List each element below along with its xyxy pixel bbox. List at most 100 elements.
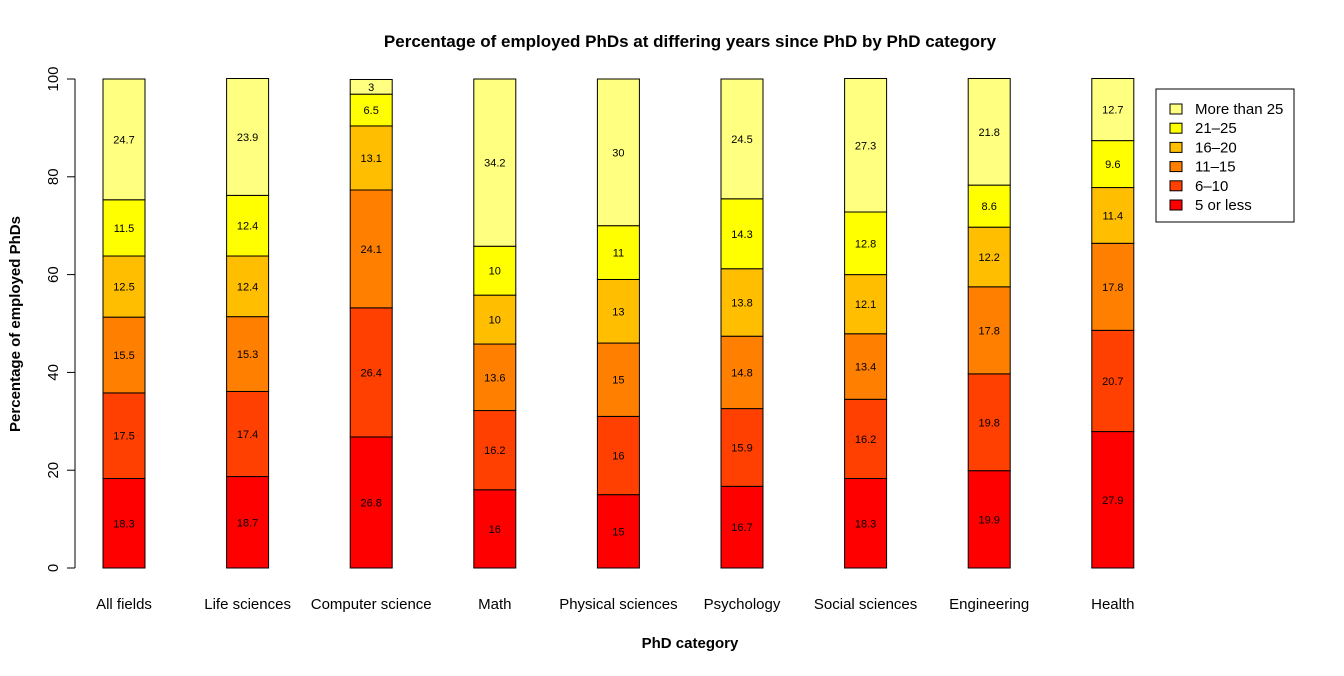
bar-segment bbox=[1091, 78, 1135, 142]
data-label: 16.2 bbox=[484, 445, 505, 457]
bar-segment bbox=[1091, 329, 1135, 433]
bar-segment bbox=[844, 478, 888, 569]
x-tick-label: All fields bbox=[96, 596, 152, 613]
data-label: 12.7 bbox=[1102, 105, 1123, 117]
bar-segment bbox=[844, 211, 888, 276]
bar-segment bbox=[596, 342, 640, 417]
bar-segment bbox=[596, 78, 640, 227]
bar-segment bbox=[226, 255, 270, 318]
bar-segment bbox=[226, 390, 270, 478]
data-label: 20.7 bbox=[1102, 376, 1123, 388]
bar-segment bbox=[349, 78, 393, 95]
data-label: 3 bbox=[368, 82, 374, 94]
bar-segment bbox=[1091, 242, 1135, 331]
legend-swatch bbox=[1169, 141, 1183, 153]
x-tick-label: Life sciences bbox=[204, 596, 291, 613]
x-tick-label: Math bbox=[478, 596, 511, 613]
data-label: 10 bbox=[489, 315, 501, 327]
data-label: 17.8 bbox=[978, 325, 999, 337]
legend-swatch bbox=[1169, 180, 1183, 192]
data-label: 17.4 bbox=[237, 429, 258, 441]
legend-label: 6–10 bbox=[1195, 178, 1228, 195]
data-label: 15 bbox=[612, 375, 624, 387]
bar-segment bbox=[102, 316, 146, 394]
data-label: 13.4 bbox=[855, 362, 876, 374]
x-tick-label: Social sciences bbox=[814, 596, 917, 613]
bar-segment bbox=[844, 274, 888, 335]
data-label: 18.3 bbox=[855, 518, 876, 530]
data-label: 18.3 bbox=[113, 518, 134, 530]
bar-segment bbox=[1091, 140, 1135, 189]
data-label: 13.1 bbox=[360, 153, 381, 165]
data-label: 10 bbox=[489, 266, 501, 278]
bar-segment bbox=[720, 198, 764, 270]
data-label: 15.3 bbox=[237, 349, 258, 361]
data-label: 13.8 bbox=[731, 297, 752, 309]
data-label: 18.7 bbox=[237, 517, 258, 529]
x-tick-labels: All fields Life sciences Computer science M… bbox=[96, 596, 1134, 613]
y-tick-label: 80 bbox=[45, 168, 62, 185]
x-tick-label: Physical sciences bbox=[559, 596, 677, 613]
data-label: 26.8 bbox=[360, 497, 381, 509]
data-label: 14.8 bbox=[731, 367, 752, 379]
bar-segment bbox=[226, 78, 270, 196]
data-label: 24.7 bbox=[113, 134, 134, 146]
bar-segment bbox=[967, 78, 1011, 186]
bar-segment bbox=[349, 307, 393, 438]
bar-segment bbox=[720, 335, 764, 410]
bar-segment bbox=[596, 278, 640, 344]
data-label: 12.4 bbox=[237, 221, 258, 233]
data-label: 23.9 bbox=[237, 132, 258, 144]
data-label: 12.4 bbox=[237, 281, 258, 293]
y-tick-label: 20 bbox=[45, 462, 62, 479]
data-label: 16 bbox=[612, 451, 624, 463]
data-label: 11.5 bbox=[114, 223, 135, 235]
y-tick-label: 40 bbox=[45, 364, 62, 381]
data-label: 13.6 bbox=[484, 372, 505, 384]
bar-segment bbox=[473, 78, 517, 247]
data-label: 12.1 bbox=[855, 299, 876, 311]
bar-segment bbox=[967, 184, 1011, 228]
data-label: 15.9 bbox=[731, 442, 752, 454]
bar-segment bbox=[1091, 431, 1135, 569]
y-tick-label: 0 bbox=[45, 564, 62, 572]
bar-segment bbox=[1091, 187, 1135, 244]
data-label: 15.5 bbox=[113, 350, 134, 362]
bar-segment bbox=[720, 485, 764, 569]
data-label: 8.6 bbox=[982, 201, 997, 213]
x-tick-label: Computer science bbox=[311, 596, 432, 613]
data-label: 19.8 bbox=[978, 417, 999, 429]
bar-segment bbox=[349, 189, 393, 309]
bar-segment bbox=[596, 225, 640, 280]
legend-label: 11–15 bbox=[1195, 159, 1236, 176]
legend-swatch bbox=[1169, 122, 1183, 134]
data-label: 11.4 bbox=[1103, 210, 1124, 222]
legend-swatch bbox=[1169, 103, 1183, 115]
data-label: 24.5 bbox=[731, 134, 752, 146]
data-label: 15 bbox=[612, 526, 624, 538]
y-tick-label: 60 bbox=[45, 266, 62, 283]
bar-segment bbox=[473, 343, 517, 412]
x-tick-label: Engineering bbox=[949, 596, 1029, 613]
legend-label: 21–25 bbox=[1195, 120, 1237, 137]
data-label: 6.5 bbox=[364, 105, 379, 117]
bar-segment bbox=[967, 470, 1011, 569]
data-label: 12.5 bbox=[113, 282, 134, 294]
bar-segment bbox=[349, 125, 393, 191]
legend-swatch bbox=[1169, 161, 1183, 173]
data-label: 17.5 bbox=[113, 431, 134, 443]
bar-segment bbox=[967, 286, 1011, 375]
bar-segment bbox=[720, 408, 764, 487]
bars: 18.3 17.5 15.5 12.5 11.5 24.7 18.7 17.4 15.3 12.4… bbox=[102, 78, 1135, 569]
data-label: 34.2 bbox=[484, 158, 505, 170]
bar-segment bbox=[844, 398, 888, 480]
data-label: 9.6 bbox=[1105, 159, 1120, 171]
bar-segment bbox=[102, 255, 146, 318]
data-label: 11 bbox=[613, 248, 624, 260]
data-label: 13 bbox=[612, 306, 624, 318]
x-tick-label: Psychology bbox=[704, 596, 781, 613]
data-label: 24.1 bbox=[360, 244, 381, 256]
bar-segment bbox=[226, 316, 270, 392]
bar-segment bbox=[596, 415, 640, 496]
